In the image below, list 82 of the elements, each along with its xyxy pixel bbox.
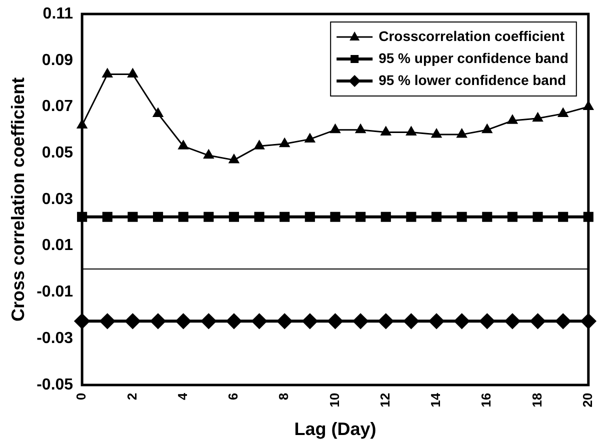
x-tick-label: 16 — [478, 392, 494, 408]
point — [277, 314, 292, 329]
point — [532, 212, 543, 222]
y-tick-label: 0.03 — [42, 190, 74, 208]
point — [482, 124, 492, 134]
point — [302, 314, 318, 329]
point — [178, 140, 188, 150]
point — [304, 212, 315, 222]
x-tick-label: 6 — [226, 392, 241, 400]
y-tick-label: -0.01 — [36, 284, 74, 301]
point — [304, 133, 315, 142]
x-tick-label: 14 — [428, 392, 444, 408]
y-axis-title: Cross correlation coefficient — [8, 77, 28, 322]
point — [456, 128, 467, 138]
x-tick-label: 18 — [529, 392, 544, 408]
point — [102, 68, 112, 78]
point — [558, 108, 568, 117]
point — [530, 314, 546, 329]
point — [558, 212, 568, 222]
legend-label: 95 % lower confidence band — [378, 72, 566, 88]
y-tick-label: -0.03 — [36, 330, 74, 347]
point — [125, 314, 140, 329]
point — [280, 212, 290, 222]
x-tick-label: 8 — [276, 392, 292, 400]
point — [380, 212, 391, 222]
point — [102, 212, 112, 222]
point — [201, 314, 216, 329]
point — [178, 212, 188, 222]
point — [507, 212, 518, 222]
point — [228, 154, 240, 164]
point — [556, 314, 571, 329]
y-tick-label: 0.11 — [42, 5, 74, 22]
point — [353, 314, 368, 329]
x-axis-title: Lag (Day) — [294, 419, 376, 440]
point — [152, 212, 164, 222]
y-tick-label: 0.05 — [42, 144, 74, 162]
point — [330, 124, 340, 134]
point — [378, 314, 394, 329]
point — [431, 212, 442, 222]
point — [404, 314, 419, 329]
y-tick-label: 0.09 — [42, 52, 74, 69]
point — [204, 212, 214, 222]
point — [429, 314, 444, 329]
point — [482, 212, 492, 222]
point — [454, 314, 470, 329]
point — [431, 128, 442, 138]
x-tick-label: 10 — [326, 392, 342, 408]
point — [100, 314, 115, 329]
point — [380, 126, 391, 136]
point — [254, 140, 264, 150]
x-tick-label: 20 — [580, 392, 595, 408]
point — [228, 212, 240, 222]
point — [456, 212, 467, 222]
y-tick-label: 0.07 — [42, 98, 74, 116]
point — [504, 314, 520, 329]
y-tick-label: -0.05 — [36, 376, 74, 394]
point — [280, 138, 290, 148]
point — [356, 212, 366, 222]
point — [128, 212, 138, 222]
point — [406, 126, 416, 136]
point — [204, 150, 214, 159]
point — [480, 314, 495, 329]
point — [330, 212, 340, 222]
point — [226, 314, 242, 329]
x-tick-label: 4 — [174, 392, 190, 400]
point — [355, 124, 366, 134]
point — [532, 112, 543, 122]
point — [252, 314, 267, 329]
point — [152, 108, 164, 117]
x-tick-label: 0 — [74, 392, 89, 400]
point — [150, 314, 166, 329]
point — [254, 212, 264, 222]
point — [328, 314, 343, 329]
point — [128, 68, 138, 78]
legend-label: Crosscorrelation coefficient — [378, 28, 565, 44]
point — [507, 114, 518, 124]
y-tick-label: 0.01 — [42, 237, 74, 254]
legend-label: 95 % upper confidence band — [378, 50, 568, 66]
x-tick-label: 2 — [124, 392, 140, 400]
point — [406, 212, 416, 222]
x-tick-label: 12 — [377, 392, 392, 408]
point — [176, 314, 191, 329]
